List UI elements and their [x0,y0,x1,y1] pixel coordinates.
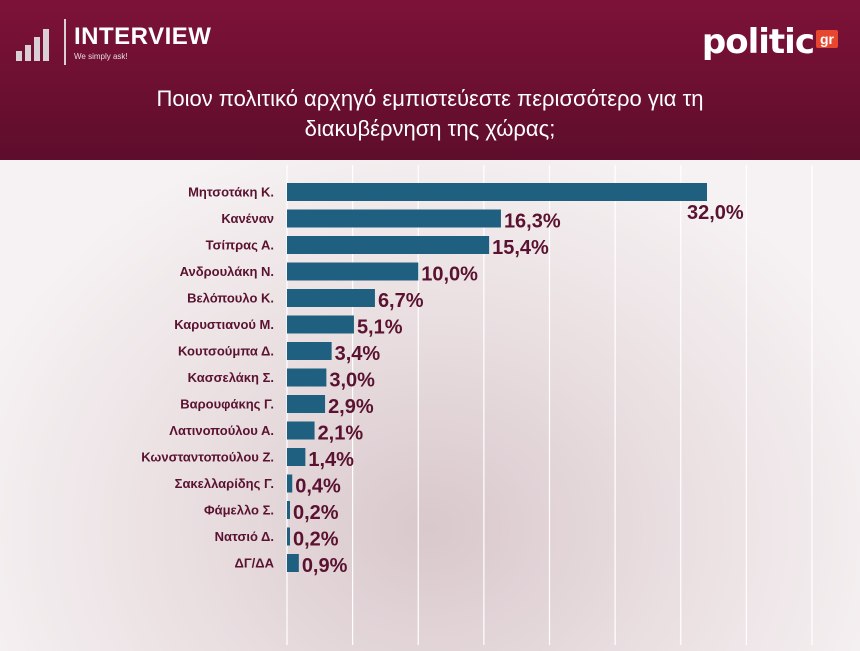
header-banner: INTERVIEW We simply ask! politic gr Ποιο… [0,0,860,160]
bar [287,527,290,546]
category-label: Καρυστιανού Μ. [174,317,274,332]
politic-badge: gr [816,30,838,48]
category-label: Κουτσούμπα Δ. [178,344,274,359]
title-line-1: Ποιον πολιτικό αρχηγό εμπιστεύεστε περισ… [156,86,704,111]
category-label: Τσίπρας Α. [206,238,274,253]
value-label: 10,0% [421,264,478,286]
bar [287,262,419,281]
category-label: Κασσελάκη Σ. [188,370,274,385]
bar [287,421,315,440]
category-label: Νατσιό Δ. [215,529,274,544]
bars-logo-icon [14,19,60,65]
value-label: 32,0% [687,202,744,224]
bar [287,554,299,572]
bar [287,368,327,387]
category-label: Κανέναν [221,211,274,226]
value-label: 6,7% [378,290,424,312]
value-label: 0,2% [293,502,339,524]
value-label: 15,4% [492,237,549,259]
category-label: Λατινοπούλου Α. [169,423,274,438]
value-label: 3,0% [329,370,375,392]
value-label: 16,3% [504,211,561,233]
bar [287,315,354,334]
value-label: 2,1% [318,423,364,445]
title-line-2: διακυβέρνηση της χώρας; [304,116,556,141]
value-label: 0,2% [293,529,339,551]
bar [287,448,306,466]
category-label: Σακελλαρίδης Γ. [175,476,274,491]
logo-divider [64,19,66,65]
interview-logo: INTERVIEW We simply ask! [14,16,211,68]
value-label: 3,4% [335,343,381,365]
bar [287,236,490,254]
politic-brand: politic [701,22,815,62]
category-label: Βαρουφάκης Γ. [180,397,274,412]
category-label: Μητσοτάκη Κ. [188,185,274,200]
politic-logo: politic gr [702,22,838,62]
bar [287,183,707,201]
interview-tagline: We simply ask! [74,51,128,61]
value-label: 1,4% [308,449,354,471]
bar [287,501,290,519]
category-label: Ανδρουλάκη Ν. [180,264,274,279]
value-label: 0,9% [302,555,348,577]
bar [287,395,326,413]
bar [287,209,501,228]
interview-brand: INTERVIEW [74,22,212,50]
value-label: 0,4% [295,476,341,498]
category-label: Κωνσταντοπούλου Ζ. [141,450,274,465]
chart-title: Ποιον πολιτικό αρχηγό εμπιστεύεστε περισ… [60,84,800,144]
category-label: ΔΓ/ΔΑ [234,556,274,571]
value-label: 5,1% [357,317,403,339]
category-label: Φάμελλο Σ. [204,503,274,518]
value-label: 2,9% [328,396,374,418]
bar [287,289,375,307]
category-label: Βελόπουλο Κ. [187,291,274,306]
bar [287,474,293,493]
bar [287,342,332,360]
